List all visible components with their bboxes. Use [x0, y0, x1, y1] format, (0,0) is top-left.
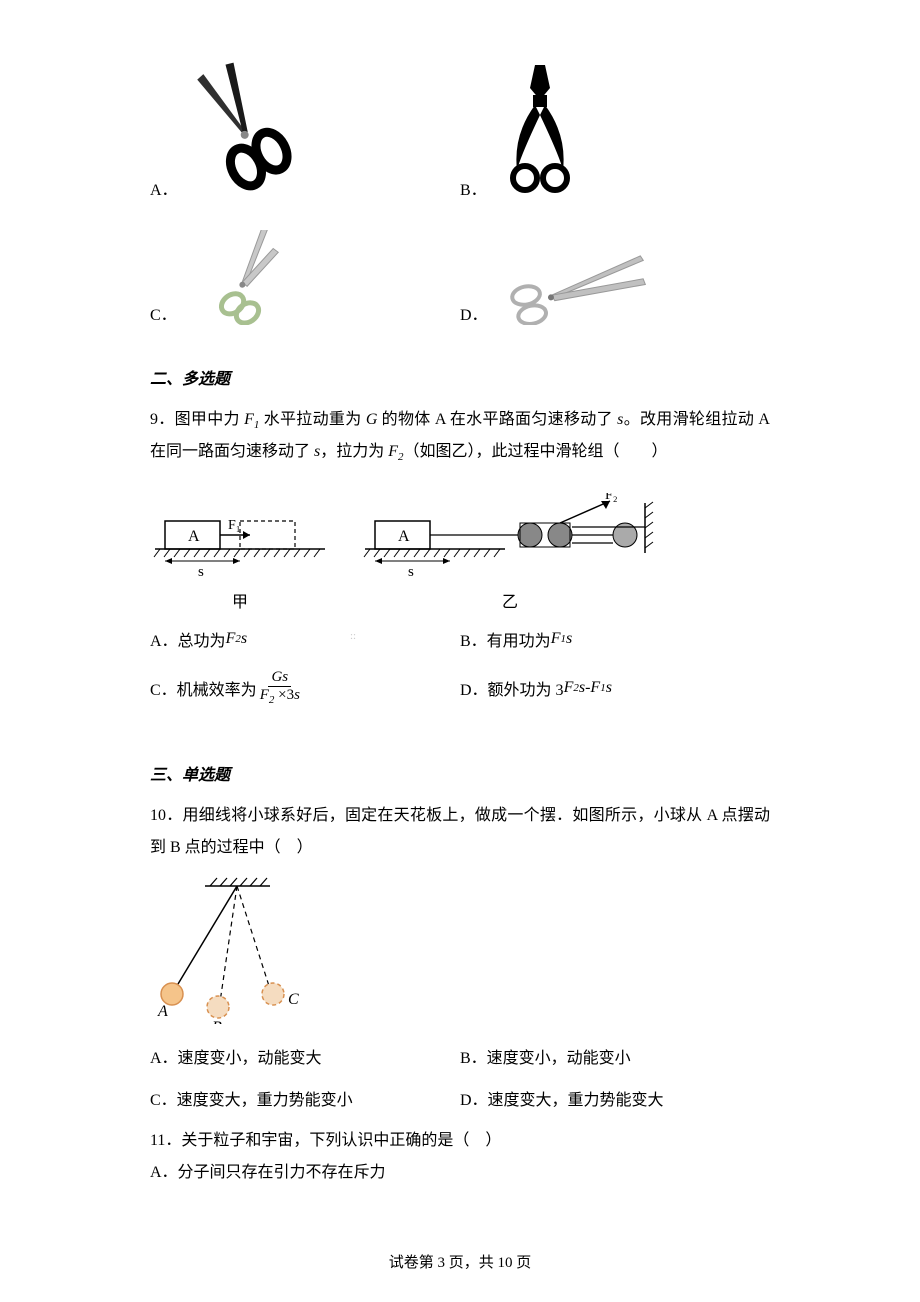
pliers-b-icon — [495, 60, 585, 200]
q9-c-numG: G — [271, 669, 282, 685]
q8-option-a-label: A． — [150, 176, 178, 200]
footer-t2: 页 — [513, 1255, 532, 1271]
q9-option-b: B．有用功为 F1s — [460, 627, 770, 651]
q10-option-c: C．速度变大，重力势能变小 — [150, 1086, 460, 1110]
q9-figures: A F₁ s 甲 A — [150, 493, 770, 612]
q9-b-s: s — [566, 630, 572, 648]
q9-c-nums: s — [282, 669, 288, 685]
q9-F1: F — [244, 411, 254, 428]
q9-fig-A2: A — [398, 528, 410, 545]
q10-pendulum-figure: A B C — [150, 874, 770, 1029]
q9-fig-s2: s — [408, 564, 414, 578]
q9-t2: 的物体 A 在水平路面匀速移动了 — [377, 411, 617, 428]
q9-F2: F — [388, 443, 398, 460]
q8-option-d-label: D． — [460, 301, 488, 325]
q9-option-c: C．机械效率为 Gs F2 ×3s — [150, 669, 460, 706]
q11-option-a: A．分子间只存在引力不存在斥力 — [150, 1157, 770, 1189]
q8-option-c-label: C． — [150, 301, 177, 325]
scissors-d-icon — [496, 255, 656, 325]
q8-options-row1: A． B． — [150, 60, 770, 200]
q9-fig-s1: s — [198, 564, 204, 578]
q9-c-pre: C．机械效率为 — [150, 676, 257, 700]
q9-text: 9．图甲中力 F1 水平拉动重为 G 的物体 A 在水平路面匀速移动了 s。改用… — [150, 404, 770, 468]
q10-label-B: B — [212, 1019, 222, 1024]
scissors-c-icon — [185, 230, 305, 325]
section2-heading: 二、多选题 — [150, 365, 770, 389]
q9-c-fraction: Gs F2 ×3s — [257, 669, 303, 706]
footer-t0: 试卷第 — [389, 1255, 438, 1271]
q9-d-F1: F — [590, 679, 600, 697]
q8-options-row2: C． D． — [150, 230, 770, 325]
q9-t4: ，拉力为 — [320, 443, 388, 460]
q9-G: G — [366, 411, 378, 428]
q9-b-F: F — [551, 630, 561, 648]
scissors-a-icon — [186, 60, 296, 200]
q9-a-pre: A．总功为 — [150, 627, 226, 651]
q10-text: 10．用细线将小球系好后，固定在天花板上，做成一个摆．如图所示，小球从 A 点摆… — [150, 800, 770, 864]
q9-b-pre: B．有用功为 — [460, 627, 551, 651]
section3-heading: 三、单选题 — [150, 761, 770, 785]
q11-text: 11．关于粒子和宇宙，下列认识中正确的是（ ） — [150, 1125, 770, 1157]
q9-d-F2: F — [564, 679, 574, 697]
footer-t1: 页，共 — [445, 1255, 498, 1271]
q9-options: A．总功为 F2s B．有用功为 F1s C．机械效率为 Gs F2 ×3s D… — [150, 627, 770, 706]
q9-d-pre: D．额外功为 3 — [460, 676, 564, 700]
q9-d-s2: s — [606, 679, 612, 697]
q10-option-a: A．速度变小，动能变大 — [150, 1044, 460, 1068]
q9-fig-F1: F₁ — [228, 518, 241, 533]
q10-option-b: B．速度变小，动能变小 — [460, 1044, 770, 1068]
q9-c-denmid: ×3 — [274, 687, 294, 703]
q8-option-c: C． — [150, 230, 460, 325]
q8-option-b: B． — [460, 60, 770, 200]
q8-option-b-label: B． — [460, 176, 487, 200]
q9-t1: 水平拉动重为 — [259, 411, 365, 428]
q8-option-a: A． — [150, 60, 460, 200]
q9-c-dens: s — [294, 687, 300, 703]
q8-option-d: D． — [460, 255, 770, 325]
watermark-icon: :: — [350, 630, 356, 642]
q9-caption-yi: 乙 — [360, 588, 660, 612]
q9-option-a: A．总功为 F2s — [150, 627, 460, 651]
q9-c-denF: F — [260, 687, 269, 703]
q10-label-C: C — [288, 991, 299, 1008]
q10-options: A．速度变小，动能变大 B．速度变小，动能变小 C．速度变大，重力势能变小 D．… — [150, 1044, 770, 1110]
footer-total: 10 — [498, 1255, 513, 1271]
q9-a-s: s — [241, 630, 247, 648]
q10-label-A: A — [157, 1003, 168, 1020]
q9-figure-jia: A F₁ s 甲 — [150, 503, 330, 612]
q9-t5: （如图乙），此过程中滑轮组（ ） — [404, 443, 668, 460]
page-footer: 试卷第 3 页，共 10 页 — [0, 1251, 920, 1272]
q9-a-F: F — [226, 630, 236, 648]
q9-t0: 9．图甲中力 — [150, 411, 244, 428]
q10-option-d: D．速度变大，重力势能变大 — [460, 1086, 770, 1110]
q9-figure-yi: A F₂ — [360, 493, 660, 612]
q9-fig-A1: A — [188, 528, 200, 545]
q9-option-d: D．额外功为 3F2s-F1s — [460, 669, 770, 706]
footer-page: 3 — [437, 1255, 445, 1271]
q9-fig-F2: F₂ — [605, 493, 618, 503]
q9-caption-jia: 甲 — [150, 588, 330, 612]
